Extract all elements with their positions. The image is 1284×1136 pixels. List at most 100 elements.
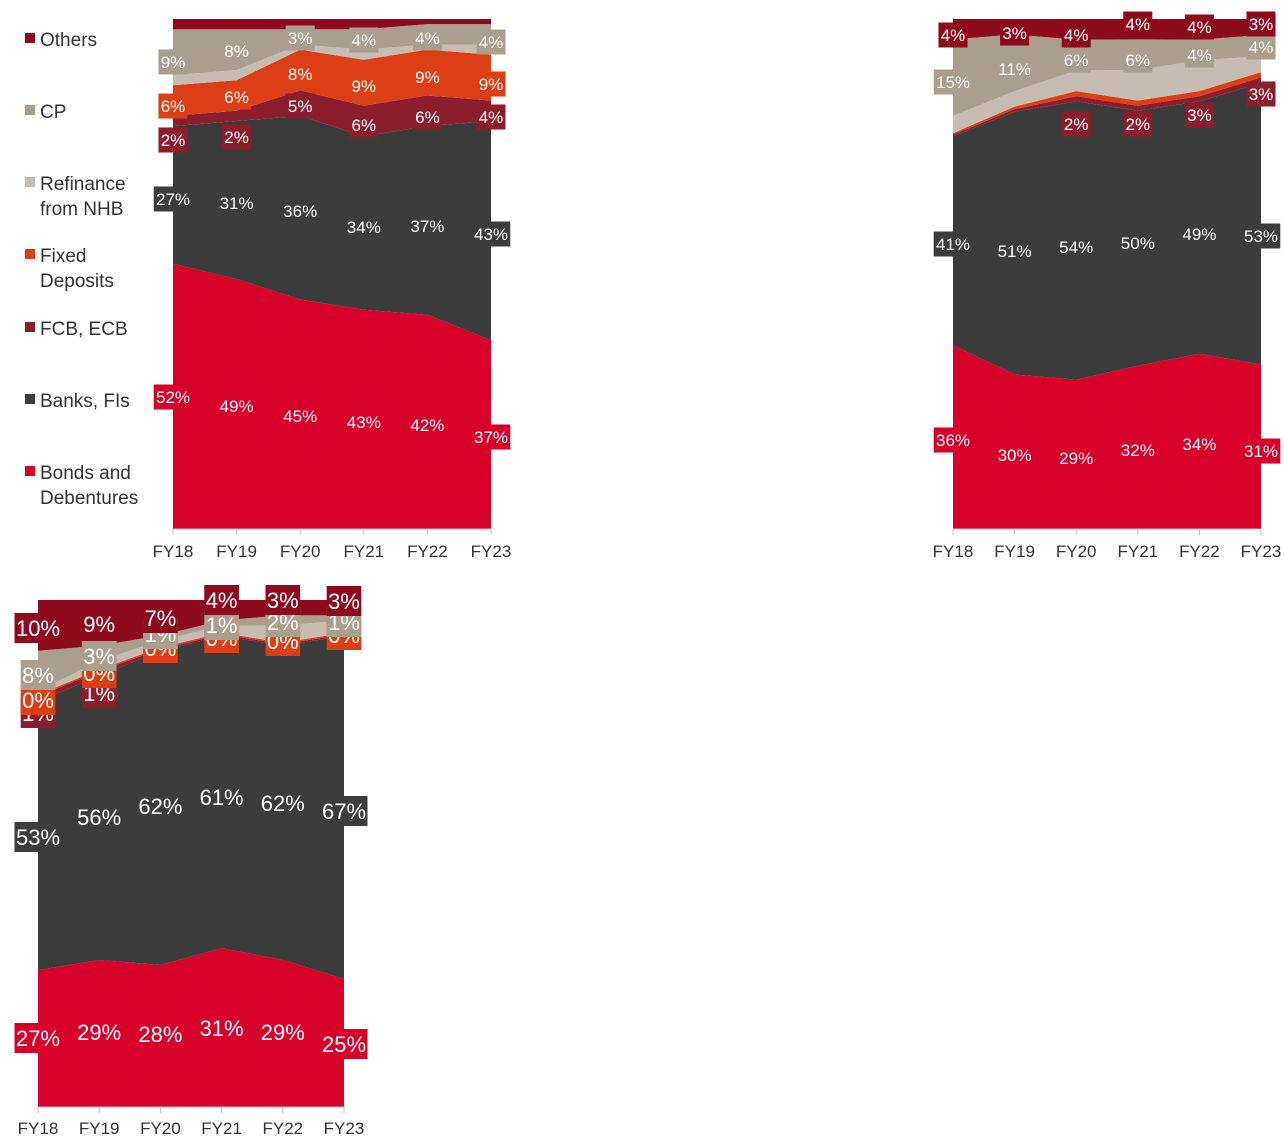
data-label-bg	[320, 796, 368, 826]
data-label: 3%	[1249, 85, 1274, 104]
data-label: 6%	[352, 116, 377, 135]
data-label-bg	[1056, 234, 1096, 260]
data-label-bg	[938, 22, 968, 48]
data-label-bg	[349, 27, 379, 53]
data-label: 0%	[22, 688, 54, 713]
data-label-bg	[344, 409, 384, 435]
data-label-bg	[136, 791, 184, 821]
legend-swatch-fcb-ecb	[25, 322, 35, 332]
data-label: 6%	[1064, 51, 1089, 70]
data-label: 34%	[1182, 435, 1216, 454]
data-label-bg	[285, 93, 315, 119]
data-label-bg	[933, 69, 973, 95]
data-label: 8%	[224, 42, 249, 61]
data-label: 36%	[936, 431, 970, 450]
data-label-bg	[412, 64, 442, 90]
data-label-bg	[285, 25, 315, 51]
area-fixed-deposits	[38, 632, 344, 697]
data-label: 3%	[1187, 106, 1212, 125]
data-label: 4%	[1187, 46, 1212, 65]
data-label: 3%	[1002, 24, 1027, 43]
data-label: 49%	[220, 397, 254, 416]
data-label: 3%	[288, 29, 313, 48]
data-label: 51%	[998, 242, 1032, 261]
data-label: 4%	[1064, 26, 1089, 45]
legend-swatch-banks-fis	[25, 394, 35, 404]
data-label: 42%	[410, 416, 444, 435]
area-banks-fis	[953, 82, 1261, 380]
x-tick-label: FY20	[1056, 542, 1097, 561]
x-tick-label: FY20	[140, 1119, 181, 1136]
data-label: 3%	[83, 644, 115, 669]
data-label: 4%	[479, 33, 504, 52]
area-banks-fis	[173, 115, 491, 341]
data-label-bg	[476, 29, 506, 55]
data-label: 4%	[352, 31, 377, 50]
legend-label-fcb-ecb: FCB, ECB	[40, 319, 128, 340]
data-label: 62%	[138, 794, 182, 819]
area-bonds-and-debentures	[38, 948, 344, 1107]
data-label-bg	[1246, 34, 1276, 60]
data-label: 32%	[1121, 441, 1155, 460]
data-label-bg	[471, 424, 511, 450]
data-label-bg	[476, 71, 506, 97]
area-cp	[953, 34, 1261, 116]
data-label: 67%	[322, 799, 366, 824]
data-label: 2%	[224, 128, 249, 147]
data-label: 4%	[479, 108, 504, 127]
data-label: 10%	[16, 616, 60, 641]
data-label: 29%	[261, 1020, 305, 1045]
x-tick-label: FY18	[18, 1119, 59, 1136]
x-tick-label: FY20	[280, 542, 321, 561]
chart-2: FY18 FY19 FY20 FY21 FY22 FY23 36% 30% 29% 32% 34% 3…	[933, 11, 1281, 561]
data-label-bg	[1241, 438, 1281, 464]
data-label: 1%	[206, 613, 238, 638]
data-label: 37%	[410, 217, 444, 236]
data-label-bg	[14, 822, 62, 852]
data-label-bg	[265, 585, 301, 615]
data-label-bg	[217, 393, 256, 419]
data-label: 25%	[322, 1032, 366, 1057]
data-label-bg	[408, 412, 447, 438]
data-label: 62%	[261, 791, 305, 816]
data-label-bg	[349, 112, 379, 138]
data-label-bg	[259, 788, 307, 818]
legend-swatch-bonds-and-debentures	[25, 466, 35, 476]
legend-swatch-others	[25, 33, 35, 43]
data-label-bg	[1061, 22, 1091, 48]
data-label: 43%	[347, 413, 381, 432]
data-label: 3%	[1249, 15, 1274, 34]
data-label: 36%	[283, 202, 317, 221]
legend: Others CP Refinance from NHB Fixed Deposits FC…	[25, 30, 138, 509]
x-tick-label: FY21	[343, 542, 384, 561]
data-label-bg	[1246, 11, 1276, 37]
data-label-bg	[81, 641, 117, 671]
data-label: 6%	[161, 97, 186, 116]
data-label-bg	[1123, 11, 1153, 37]
data-label: 34%	[347, 218, 381, 237]
x-tick-label: FY23	[471, 542, 512, 561]
legend-swatch-fixed-deposits	[25, 249, 35, 259]
data-label: 9%	[83, 612, 115, 637]
legend-swatch-refinance-from-nhb	[25, 177, 35, 187]
data-label-bg	[1123, 111, 1153, 137]
area-fcb-ecb	[173, 90, 491, 137]
area-cp	[173, 24, 491, 76]
data-label: 61%	[200, 785, 244, 810]
data-label: 9%	[479, 75, 504, 94]
data-label-bg	[349, 73, 379, 99]
area-bonds-and-debentures	[953, 345, 1261, 529]
x-tick-label: FY19	[216, 542, 257, 561]
data-label-bg	[995, 56, 1034, 82]
data-label: 3%	[267, 588, 299, 613]
x-tick-label: FY21	[1117, 542, 1158, 561]
data-label: 9%	[415, 68, 440, 87]
data-label-bg	[326, 586, 362, 616]
data-label-bg	[1061, 111, 1091, 137]
data-label-bg	[158, 49, 188, 75]
data-label-bg	[285, 61, 315, 87]
data-label-bg	[344, 214, 384, 240]
data-label-bg	[259, 1017, 307, 1047]
data-label-bg	[1180, 221, 1219, 247]
data-label-bg	[412, 25, 442, 51]
